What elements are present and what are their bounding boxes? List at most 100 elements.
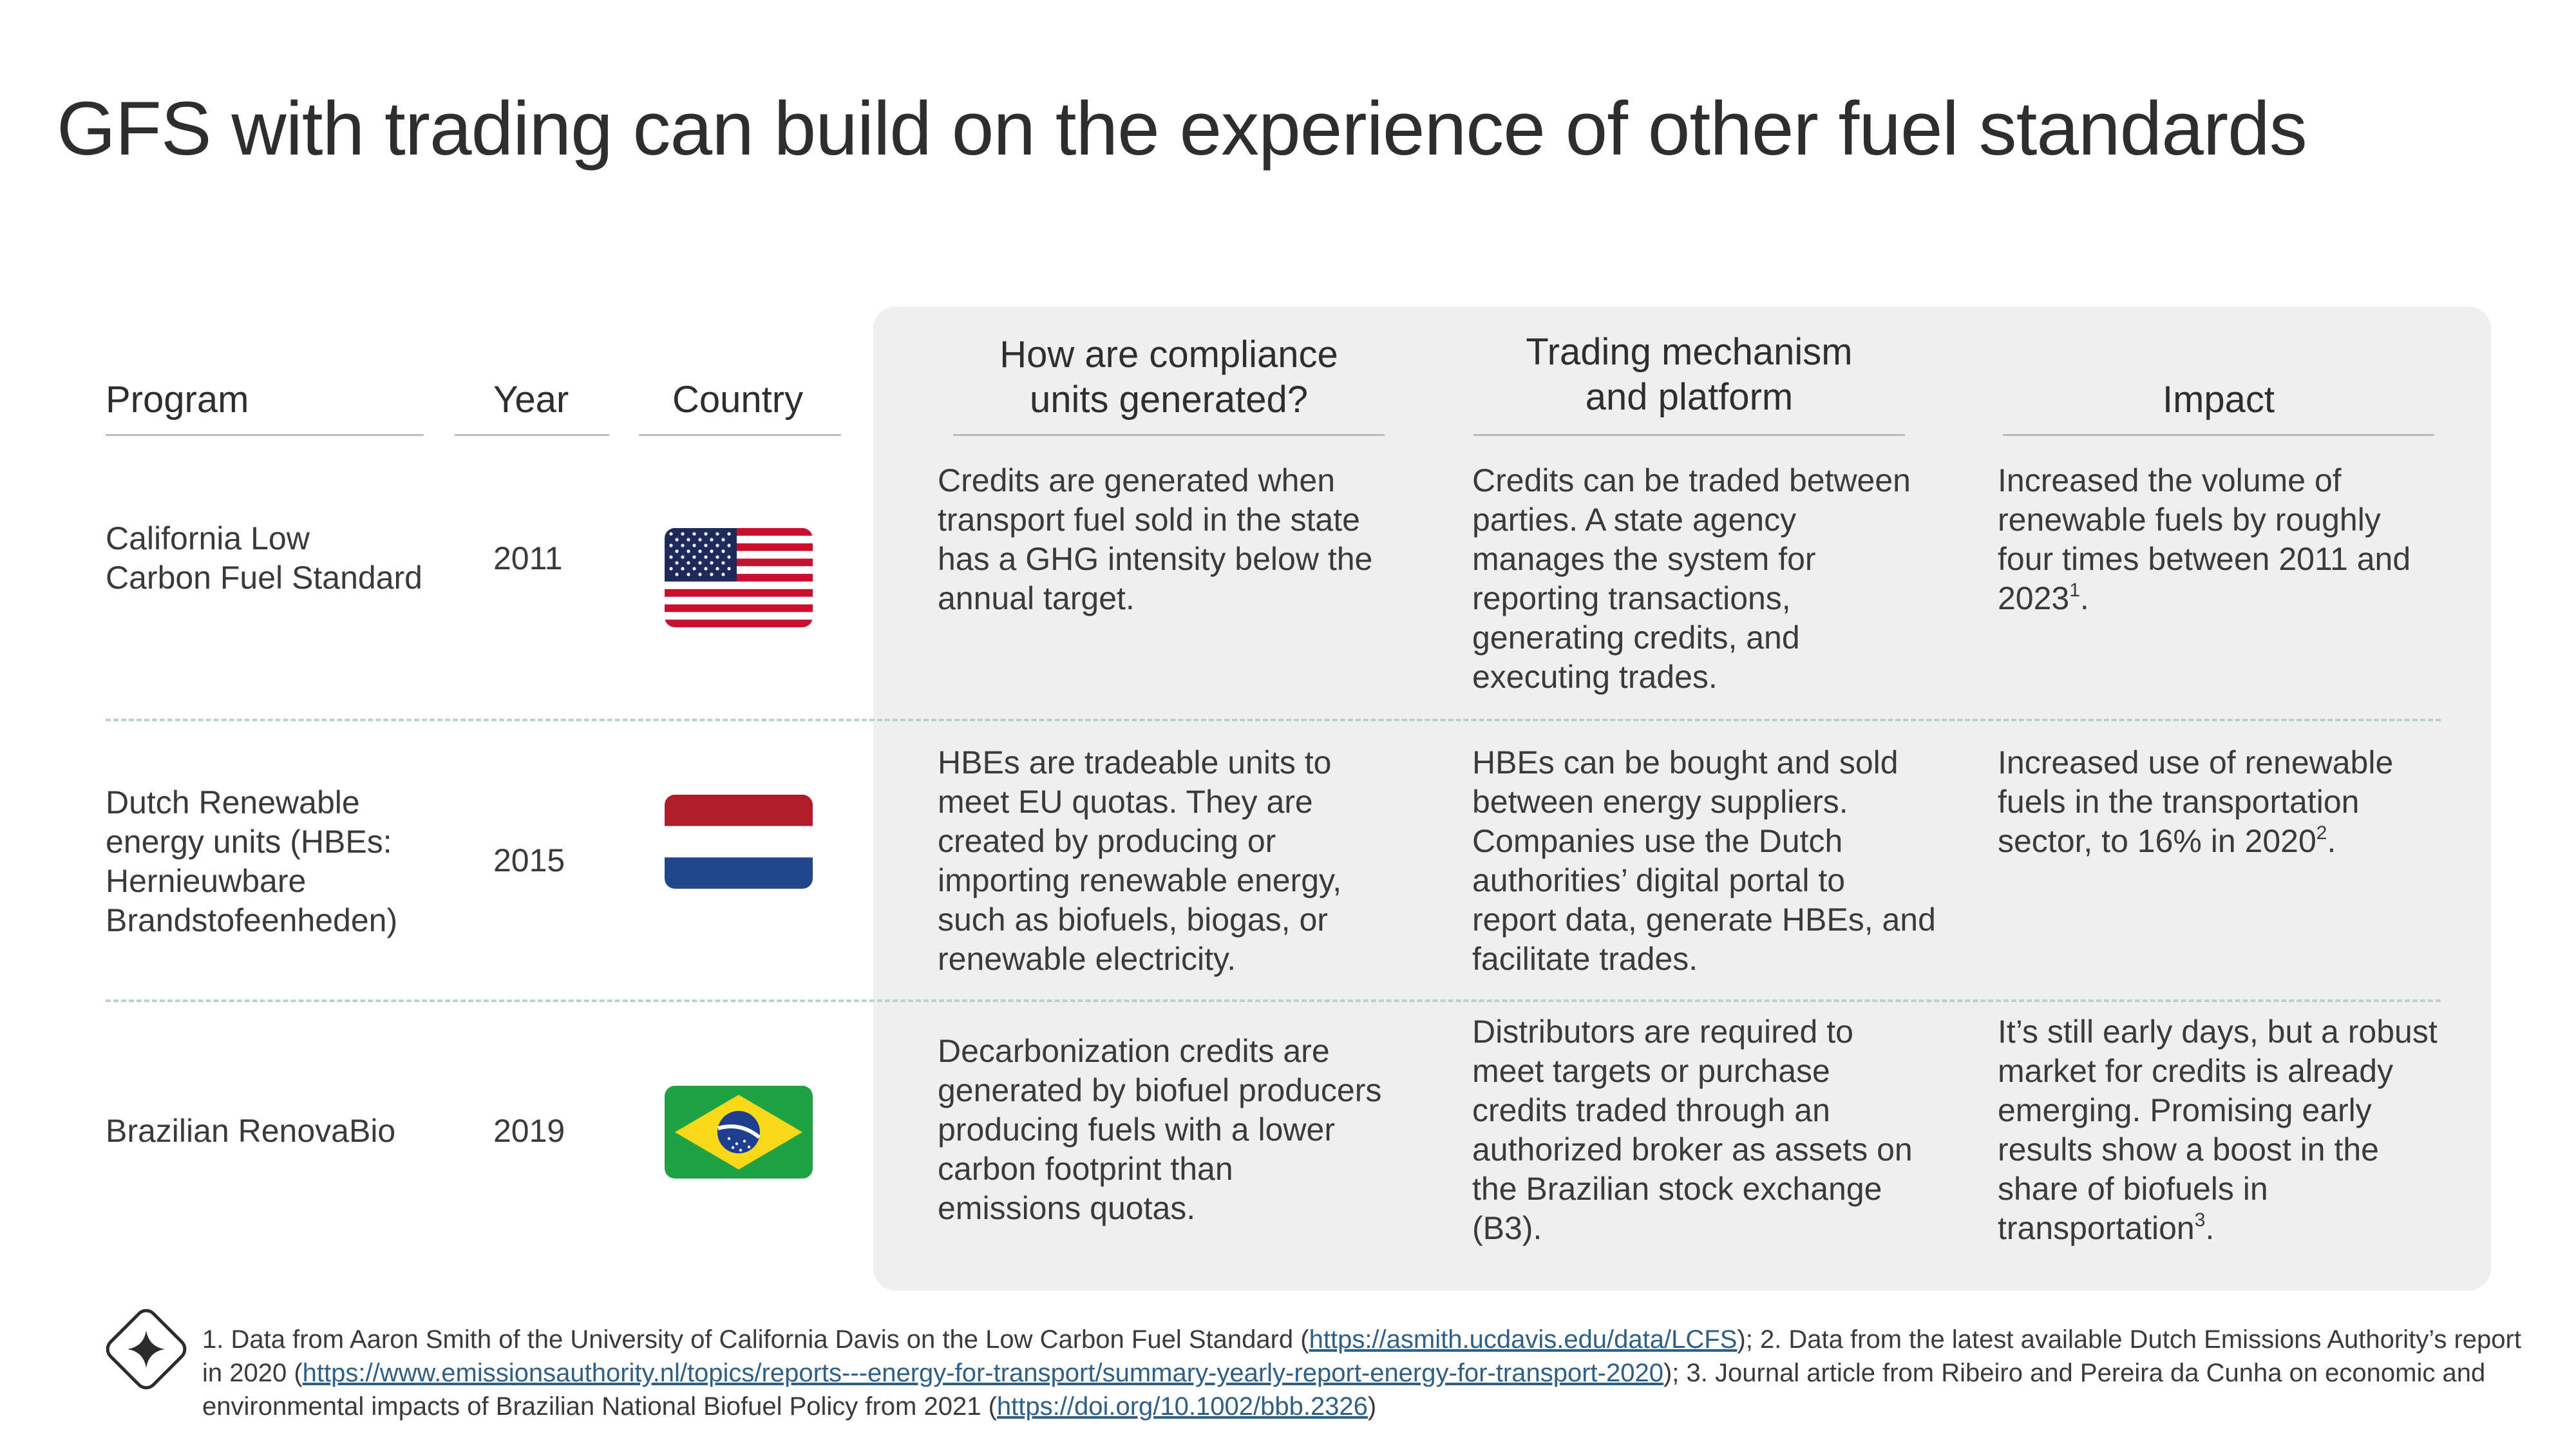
us-flag-icon: [665, 528, 813, 627]
header-trading-underline: [1473, 434, 1905, 436]
program-line: Carbon Fuel Standard: [106, 560, 422, 596]
text-line: authorized broker as assets on: [1472, 1132, 1913, 1168]
text-line: Decarbonization credits are: [938, 1033, 1330, 1069]
text-line: generated by biofuel producers: [938, 1072, 1382, 1108]
row1-year: 2011: [493, 540, 563, 576]
highlight-panel: [873, 307, 2491, 1291]
program-line: Brazilian RenovaBio: [106, 1113, 396, 1149]
text-line: Distributors are required to: [1472, 1014, 1853, 1050]
footnote-ref: 3: [2194, 1209, 2206, 1231]
program-line: Dutch Renewable: [106, 784, 360, 820]
text-line: transport fuel sold in the state: [938, 502, 1360, 538]
netherlands-flag-icon: [665, 795, 813, 889]
text-line: credits traded through an: [1472, 1092, 1830, 1128]
text-line: Credits can be traded between: [1472, 462, 1911, 498]
row-separator: [106, 999, 2441, 1002]
header-year: Year: [493, 379, 569, 421]
text-line: Increased use of renewable: [1998, 744, 2394, 781]
text-line: HBEs are tradeable units to: [938, 744, 1332, 781]
row2-compliance: HBEs are tradeable units to meet EU quot…: [938, 743, 1341, 979]
text-line: (B3).: [1472, 1210, 1542, 1246]
text-line: meet EU quotas. They are: [938, 784, 1313, 820]
text-line: such as biofuels, biogas, or: [938, 902, 1328, 938]
header-trading-line2: and platform: [1585, 376, 1794, 418]
text-line: four times between 2011 and: [1998, 541, 2411, 577]
footnote-link-doi[interactable]: https://doi.org/10.1002/bbb.2326: [996, 1392, 1368, 1421]
text-line: the Brazilian stock exchange: [1472, 1171, 1882, 1207]
text-line: producing fuels with a lower: [938, 1112, 1335, 1148]
text-line: market for credits is already: [1998, 1053, 2394, 1089]
footnote-text: ); 3. Journal article from Ribeiro and P…: [202, 1359, 2486, 1421]
row2-impact: Increased use of renewable fuels in the …: [1998, 743, 2393, 861]
footnote-text: ): [1367, 1392, 1377, 1421]
text-line: has a GHG intensity below the: [938, 541, 1373, 577]
text-line: transportation3.: [1998, 1209, 2438, 1248]
text-line: carbon footprint than: [938, 1151, 1233, 1187]
text-span: .: [2205, 1210, 2215, 1246]
row3-compliance: Decarbonization credits are generated by…: [938, 1032, 1381, 1228]
text-line: Increased the volume of: [1998, 462, 2342, 498]
brazil-flag-icon: [665, 1086, 813, 1179]
text-span: .: [2327, 823, 2336, 859]
text-line: fuels in the transportation: [1998, 784, 2360, 820]
page-title: GFS with trading can build on the experi…: [57, 86, 2307, 171]
row2-year: 2015: [493, 842, 565, 878]
row3-year: 2019: [493, 1113, 565, 1149]
text-span: transportation: [1998, 1210, 2195, 1246]
header-impact: Impact: [2162, 379, 2275, 421]
footnote-link-lcfs[interactable]: https://asmith.ucdavis.edu/data/LCFS: [1309, 1325, 1738, 1354]
row3-trading: Distributors are required to meet target…: [1472, 1012, 1913, 1248]
program-line: Hernieuwbare: [106, 863, 307, 899]
footnote-ref: 2: [2316, 822, 2327, 844]
text-line: renewable electricity.: [938, 941, 1236, 977]
text-line: 20231.: [1998, 579, 2410, 618]
row2-trading: HBEs can be bought and sold between ener…: [1472, 743, 1936, 979]
text-line: emissions quotas.: [938, 1190, 1196, 1226]
header-country-underline: [639, 434, 841, 436]
program-line: energy units (HBEs:: [106, 824, 392, 860]
header-trading: Trading mechanism and platform: [1473, 330, 1905, 420]
header-compliance: How are compliance units generated?: [953, 332, 1385, 422]
text-line: emerging. Promising early: [1998, 1092, 2372, 1128]
text-line: authorities’ digital portal to: [1472, 862, 1846, 898]
header-country: Country: [672, 379, 804, 421]
header-program-underline: [106, 434, 424, 436]
row-separator: [106, 719, 2441, 721]
text-line: importing renewable energy,: [938, 862, 1342, 898]
program-line: California Low: [106, 520, 310, 556]
header-compliance-line1: How are compliance: [999, 334, 1338, 375]
text-line: manages the system for: [1472, 541, 1816, 577]
text-line: annual target.: [938, 580, 1135, 616]
text-line: It’s still early days, but a robust: [1998, 1014, 2438, 1050]
text-line: facilitate trades.: [1472, 941, 1698, 977]
header-year-underline: [455, 434, 609, 436]
header-compliance-underline: [953, 434, 1385, 436]
row2-program: Dutch Renewable energy units (HBEs: Hern…: [106, 783, 397, 940]
text-line: share of biofuels in: [1998, 1171, 2268, 1207]
text-line: executing trades.: [1472, 659, 1718, 695]
text-line: sector, to 16% in 20202.: [1998, 822, 2393, 861]
text-span: sector, to 16% in 2020: [1998, 823, 2316, 859]
program-line: Brandstofeenheden): [106, 902, 398, 938]
text-line: between energy suppliers.: [1472, 784, 1848, 820]
footnote-text: ); 2. Data from the latest available Dut…: [202, 1325, 2521, 1387]
footnote: 1. Data from Aaron Smith of the Universi…: [202, 1323, 2533, 1423]
header-compliance-line2: units generated?: [1029, 379, 1309, 421]
row3-impact: It’s still early days, but a robust mark…: [1998, 1012, 2438, 1248]
footnote-ref: 1: [2069, 580, 2080, 601]
header-program: Program: [106, 379, 249, 421]
text-line: Credits are generated when: [938, 462, 1336, 498]
row1-impact: Increased the volume of renewable fuels …: [1998, 461, 2410, 618]
text-span: .: [2079, 580, 2089, 616]
text-line: created by producing or: [938, 823, 1276, 859]
footnote-text: 1. Data from Aaron Smith of the Universi…: [202, 1325, 1309, 1354]
text-line: parties. A state agency: [1472, 502, 1797, 538]
footnote-link-emissions-authority[interactable]: https://www.emissionsauthority.nl/topics…: [302, 1359, 1663, 1387]
text-line: report data, generate HBEs, and: [1472, 902, 1936, 938]
sparkle-diamond-icon: [98, 1301, 194, 1397]
text-line: results show a boost in the: [1998, 1132, 2379, 1168]
text-span: 2023: [1998, 580, 2070, 616]
text-line: HBEs can be bought and sold: [1472, 744, 1899, 781]
text-line: Companies use the Dutch: [1472, 823, 1843, 859]
text-line: generating credits, and: [1472, 620, 1800, 656]
